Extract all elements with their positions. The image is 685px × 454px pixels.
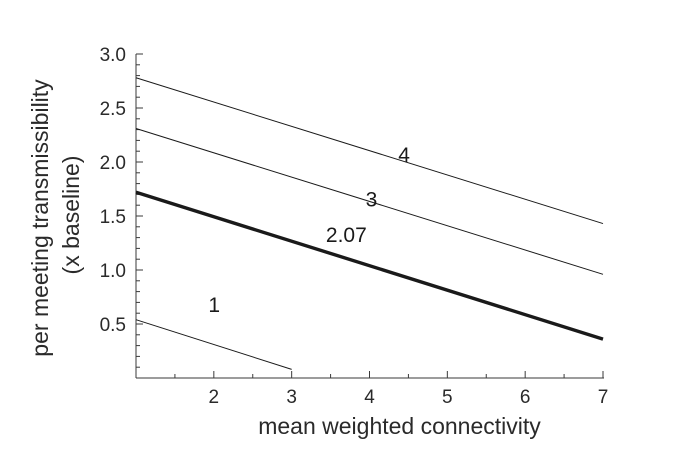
y-tick-label: 1.0 bbox=[100, 261, 126, 282]
y-axis-label-line1: per meeting transmissibility bbox=[27, 79, 53, 357]
y-tick-label: 3.0 bbox=[100, 45, 126, 66]
x-tick-label: 4 bbox=[364, 387, 375, 408]
y-axis-label-line2: (x baseline) bbox=[58, 156, 84, 275]
series-label-4: 4 bbox=[398, 144, 410, 167]
series-label-1: 1 bbox=[208, 294, 220, 317]
y-tick-label: 2.5 bbox=[100, 99, 126, 120]
series-line-2-07 bbox=[135, 190, 604, 341]
x-tick-label: 5 bbox=[442, 387, 453, 408]
x-tick-label: 7 bbox=[598, 387, 609, 408]
x-axis-label: mean weighted connectivity bbox=[258, 413, 541, 439]
series-line-3 bbox=[135, 128, 604, 275]
x-tick-label: 2 bbox=[209, 387, 220, 408]
series-label-2-07: 2.07 bbox=[326, 224, 367, 247]
series-line-1 bbox=[135, 319, 292, 370]
y-tick-label: 2.0 bbox=[100, 153, 126, 174]
x-tick-label: 6 bbox=[520, 387, 531, 408]
y-tick-label: 1.5 bbox=[100, 207, 126, 228]
series-label-3: 3 bbox=[366, 188, 378, 211]
series-line-4 bbox=[135, 77, 604, 225]
y-ticks: 0.5 1.0 1.5 2.0 2.5 3.0 bbox=[100, 45, 143, 368]
y-tick-label: 0.5 bbox=[100, 315, 126, 336]
series-annotations: 1 2.07 34 bbox=[208, 144, 410, 317]
x-tick-label: 3 bbox=[286, 387, 297, 408]
y-axis-label: per meeting transmissibility (x baseline… bbox=[27, 79, 84, 357]
x-ticks: 2 3 4 5 6 7 bbox=[135, 371, 609, 408]
series-lines bbox=[135, 77, 604, 370]
